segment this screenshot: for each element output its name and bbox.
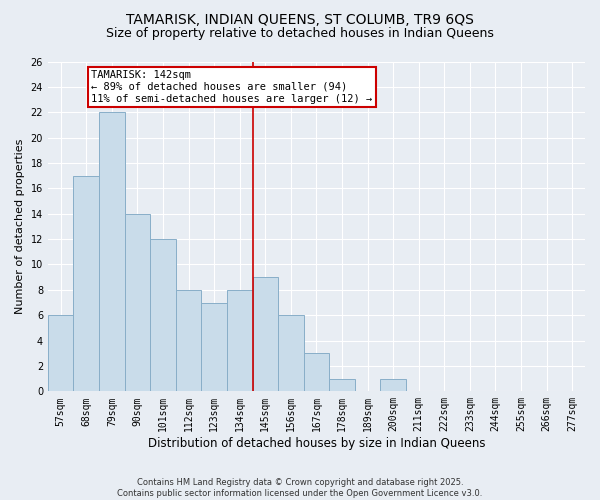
Bar [202, 302, 227, 392]
Bar [329, 378, 355, 392]
Text: TAMARISK, INDIAN QUEENS, ST COLUMB, TR9 6QS: TAMARISK, INDIAN QUEENS, ST COLUMB, TR9 … [126, 12, 474, 26]
Bar [278, 315, 304, 392]
Text: TAMARISK: 142sqm
← 89% of detached houses are smaller (94)
11% of semi-detached : TAMARISK: 142sqm ← 89% of detached house… [91, 70, 373, 104]
Bar [253, 277, 278, 392]
Bar [150, 239, 176, 392]
Bar [176, 290, 202, 392]
Text: Size of property relative to detached houses in Indian Queens: Size of property relative to detached ho… [106, 28, 494, 40]
Bar [380, 378, 406, 392]
Bar [48, 315, 73, 392]
Bar [99, 112, 125, 392]
Bar [304, 354, 329, 392]
Bar [125, 214, 150, 392]
Bar [73, 176, 99, 392]
X-axis label: Distribution of detached houses by size in Indian Queens: Distribution of detached houses by size … [148, 437, 485, 450]
Text: Contains HM Land Registry data © Crown copyright and database right 2025.
Contai: Contains HM Land Registry data © Crown c… [118, 478, 482, 498]
Bar [227, 290, 253, 392]
Y-axis label: Number of detached properties: Number of detached properties [15, 138, 25, 314]
